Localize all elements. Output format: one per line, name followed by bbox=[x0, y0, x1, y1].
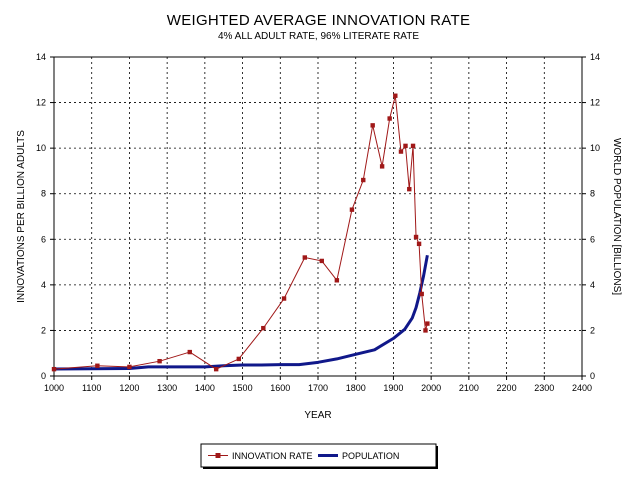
chart-subtitle: 4% ALL ADULT RATE, 96% LITERATE RATE bbox=[218, 31, 419, 42]
y-left-tick-label: 8 bbox=[41, 189, 46, 199]
innovation-rate-point bbox=[349, 207, 355, 212]
innovation-rate-point bbox=[423, 328, 428, 333]
innovation-rate-point bbox=[213, 366, 219, 372]
y-left-tick-label: 14 bbox=[36, 52, 46, 62]
y-axis-right-title: WORLD POPULATION [BILLIONS] bbox=[611, 138, 622, 295]
y-left-tick-label: 0 bbox=[41, 371, 46, 381]
innovation-rate-point bbox=[410, 143, 416, 149]
x-tick-label: 1700 bbox=[308, 383, 328, 393]
axis-ticks: 1000 1100 1200 1300 1400 1500 1600 1700 1800 1900… bbox=[36, 52, 600, 393]
x-tick-label: 1800 bbox=[346, 383, 366, 393]
legend-innovation-label: INNOVATION RATE bbox=[232, 451, 313, 461]
x-tick-label: 1600 bbox=[270, 383, 290, 393]
population-line bbox=[53, 254, 429, 371]
legend-innovation-marker bbox=[215, 453, 221, 458]
legend-population-label: POPULATION bbox=[342, 451, 399, 461]
y-left-tick-label: 6 bbox=[41, 234, 46, 244]
innovation-rate-point bbox=[416, 241, 422, 247]
innovation-rate-point bbox=[127, 364, 132, 370]
innovation-rate-point bbox=[95, 363, 100, 368]
y-right-tick-label: 12 bbox=[590, 98, 600, 108]
y-left-tick-label: 12 bbox=[36, 98, 46, 108]
grid bbox=[54, 57, 582, 376]
x-tick-label: 2200 bbox=[497, 383, 517, 393]
legend: INNOVATION RATE POPULATION bbox=[200, 443, 438, 469]
y-right-tick-label: 10 bbox=[590, 143, 600, 153]
y-left-tick-label: 2 bbox=[41, 325, 46, 335]
y-right-tick-label: 0 bbox=[590, 371, 595, 381]
innovation-rate-point bbox=[407, 186, 412, 192]
x-tick-label: 1200 bbox=[119, 383, 139, 393]
series-layer bbox=[51, 93, 430, 372]
y-right-tick-label: 6 bbox=[590, 234, 595, 244]
innovation-rate-point bbox=[187, 349, 192, 355]
innovation-rate-point bbox=[419, 291, 424, 297]
chart-title: WEIGHTED AVERAGE INNOVATION RATE bbox=[166, 12, 471, 29]
innovation-rate-point bbox=[302, 255, 307, 260]
innovation-rate-point bbox=[261, 325, 266, 331]
y-right-tick-label: 4 bbox=[590, 280, 595, 290]
innovation-rate-point bbox=[413, 234, 419, 240]
innovation-rate-point bbox=[361, 177, 366, 183]
y-right-tick-label: 8 bbox=[590, 189, 595, 199]
innovation-rate-point bbox=[281, 296, 287, 301]
innovation-rate-point bbox=[403, 143, 408, 149]
innovation-rate-line bbox=[53, 95, 428, 370]
x-tick-label: 1500 bbox=[233, 383, 253, 393]
x-tick-label: 1000 bbox=[44, 383, 64, 393]
x-axis-title: YEAR bbox=[304, 410, 331, 421]
x-tick-label: 1400 bbox=[195, 383, 215, 393]
innovation-rate-point bbox=[379, 164, 385, 169]
innovation-rate-point bbox=[334, 278, 340, 283]
y-axis-left-title: INNOVATIONS PER BILLION ADULTS bbox=[16, 130, 27, 303]
x-tick-label: 2400 bbox=[572, 383, 592, 393]
innovation-rate-point bbox=[236, 356, 241, 362]
x-tick-label: 1100 bbox=[82, 383, 101, 393]
innovation-rate-point bbox=[370, 123, 375, 128]
x-tick-label: 1300 bbox=[157, 383, 177, 393]
y-left-tick-label: 10 bbox=[36, 143, 46, 153]
x-tick-label: 2300 bbox=[534, 383, 554, 393]
innovation-rate-point bbox=[157, 358, 162, 364]
innovation-rate-point bbox=[398, 149, 404, 154]
y-right-tick-label: 14 bbox=[590, 52, 600, 62]
x-tick-label: 1900 bbox=[383, 383, 403, 393]
x-tick-label: 2100 bbox=[459, 383, 479, 393]
innovation-rate-point bbox=[51, 366, 57, 372]
y-right-tick-label: 2 bbox=[590, 325, 595, 335]
innovation-rate-point bbox=[319, 258, 324, 264]
innovation-rate-point bbox=[393, 93, 398, 98]
innovation-rate-point bbox=[387, 116, 392, 121]
y-left-tick-label: 4 bbox=[41, 280, 46, 290]
x-tick-label: 2000 bbox=[421, 383, 441, 393]
innovation-rate-point bbox=[425, 321, 430, 326]
